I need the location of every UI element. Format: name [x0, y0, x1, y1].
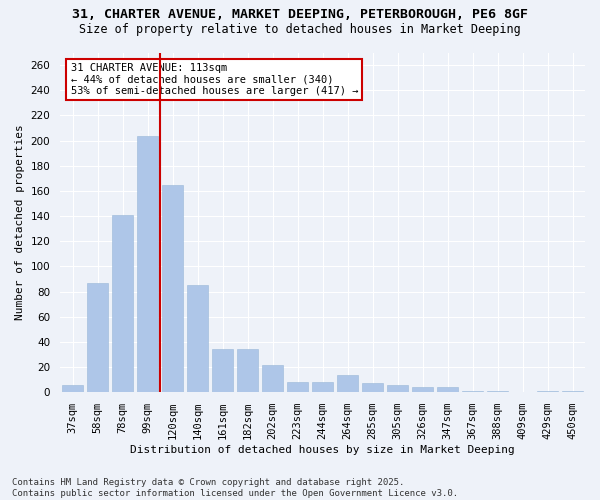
Text: Size of property relative to detached houses in Market Deeping: Size of property relative to detached ho… — [79, 22, 521, 36]
Bar — [212, 350, 233, 392]
Text: 31 CHARTER AVENUE: 113sqm
← 44% of detached houses are smaller (340)
53% of semi: 31 CHARTER AVENUE: 113sqm ← 44% of detac… — [71, 62, 358, 96]
Bar — [62, 384, 83, 392]
Bar — [537, 391, 558, 392]
Text: 31, CHARTER AVENUE, MARKET DEEPING, PETERBOROUGH, PE6 8GF: 31, CHARTER AVENUE, MARKET DEEPING, PETE… — [72, 8, 528, 20]
X-axis label: Distribution of detached houses by size in Market Deeping: Distribution of detached houses by size … — [130, 445, 515, 455]
Bar — [262, 364, 283, 392]
Bar — [287, 382, 308, 392]
Bar — [112, 215, 133, 392]
Bar — [237, 350, 258, 392]
Bar — [562, 391, 583, 392]
Bar — [87, 283, 108, 392]
Bar — [162, 184, 183, 392]
Bar — [337, 374, 358, 392]
Bar — [187, 286, 208, 392]
Bar — [462, 391, 483, 392]
Text: Contains HM Land Registry data © Crown copyright and database right 2025.
Contai: Contains HM Land Registry data © Crown c… — [12, 478, 458, 498]
Bar — [137, 136, 158, 392]
Y-axis label: Number of detached properties: Number of detached properties — [15, 124, 25, 320]
Bar — [412, 387, 433, 392]
Bar — [312, 382, 333, 392]
Bar — [387, 384, 408, 392]
Bar — [437, 387, 458, 392]
Bar — [487, 391, 508, 392]
Bar — [362, 384, 383, 392]
